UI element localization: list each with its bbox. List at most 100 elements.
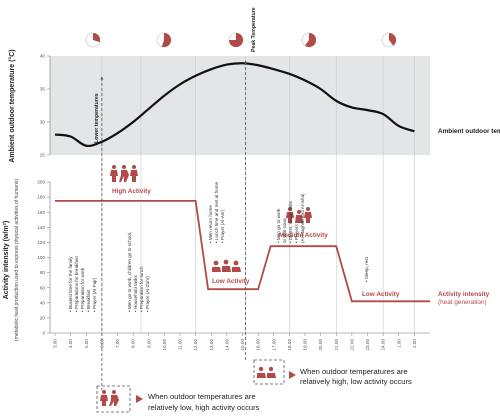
temperature-band: [50, 56, 430, 155]
activity-list-night: • Sleep, rest: [364, 256, 369, 282]
note-high-line1: When outdoor temperatures are: [300, 367, 408, 376]
note-high-line2: relatively high, low activity occurs: [300, 377, 412, 386]
temperature-y-axis: 25 30 35 40: [40, 54, 51, 158]
x-tick-label-8: 11.00: [178, 339, 183, 351]
activity-item: • Prayer (Al-Asr): [220, 209, 225, 243]
temp-tick-label-35: 35: [40, 87, 46, 92]
people-icon-low-afternoon: [212, 259, 241, 272]
activity-item: • Preparation for work: [80, 267, 85, 312]
activity-item: • Prayers: [294, 224, 299, 243]
activity-item: • Preparations for breakfast: [74, 256, 79, 312]
people-icon-high: [110, 165, 138, 182]
activity-list-morning: • Busiest time for the family • Preparati…: [68, 256, 97, 312]
x-tick-label-1: 4.00: [68, 339, 73, 348]
x-tick-label-6: 9.00: [146, 339, 151, 348]
level-label-medium: Medium Activity: [279, 232, 328, 239]
temperature-line: [54, 62, 415, 148]
people-icon-medium: [286, 207, 312, 223]
x-tick-label-22: 1.00: [396, 339, 401, 348]
note-low-temperature: When outdoor temperatures are relatively…: [96, 385, 260, 413]
sun-fill-wedge: [93, 33, 100, 43]
temp-tick-label-30: 30: [40, 120, 46, 125]
x-tick-label-2: 5.00: [84, 339, 89, 348]
activity-series-sublabel: (heat generation): [438, 299, 487, 306]
activity-axis-subtitle: (metabolic heat production used to expre…: [14, 179, 20, 341]
level-label-low-afternoon: Low Activity: [212, 278, 250, 285]
level-label-low-night: Low Activity: [362, 291, 400, 298]
activity-tick-label-0: 0: [42, 331, 45, 336]
activity-series-label: Activity intensity: [438, 291, 490, 298]
note-high-temperature: When outdoor temperatures are relatively…: [253, 359, 412, 386]
people-icon-note-high: [257, 366, 276, 378]
x-tick-label-4: 7.00: [115, 339, 120, 348]
activity-tick-label-20: 20: [40, 316, 46, 321]
level-label-high: High Activity: [112, 188, 151, 195]
x-tick-label-5: 8.00: [131, 339, 136, 348]
activity-list-afternoon: • Men return home • Lunch time and rest a…: [208, 181, 225, 243]
activity-tick-label-160: 160: [37, 210, 45, 215]
activity-item: • Lunch time and rest at home: [214, 181, 219, 243]
activity-tick-label-40: 40: [40, 300, 46, 305]
activity-item: • Household tasks: [133, 274, 138, 312]
activity-item: • Prayer (Al-Zuhr): [145, 276, 150, 312]
x-tick-label-16: 19.00: [303, 339, 308, 351]
activity-item: or visit souq: [282, 218, 287, 243]
activity-item: • Men go to work: [276, 208, 281, 243]
people-icon-note-low: [100, 390, 119, 406]
activity-tick-label-200: 200: [37, 180, 45, 185]
x-tick-label-20: 23.00: [365, 339, 370, 351]
x-tick-label-10: 13.00: [209, 339, 214, 351]
activity-line: [55, 199, 430, 303]
activity-tick-label-180: 180: [37, 195, 45, 200]
activity-item: • Breakfast: [86, 289, 91, 312]
sun-position-icons: [85, 32, 397, 48]
temp-tick-label-25: 25: [40, 153, 46, 158]
activity-tick-label-140: 140: [37, 225, 45, 230]
activity-item: • Dinner, social visits: [288, 200, 293, 243]
activity-y-axis: 0 20 40 60 80 100 120 140 160 180 200: [37, 180, 51, 336]
x-tick-label-23: 2.00: [412, 339, 417, 348]
sun-fill-wedge: [304, 33, 316, 48]
note-arrow-low: [136, 395, 143, 403]
activity-axis-title: Activity intensity (w/m²): [3, 221, 10, 300]
lower-temperatures-label: Lower temperatures: [94, 93, 100, 143]
x-tick-label-17: 20.00: [318, 339, 323, 351]
activity-list-day: • Men go to work, children go to school,…: [127, 232, 150, 312]
x-tick-label-21: 24.00: [381, 339, 386, 351]
activity-item: • Preparation for lunch: [139, 266, 144, 312]
x-tick-label-18: 21.00: [334, 339, 339, 351]
note-low-line2: relatively low, high activity occurs: [148, 403, 260, 412]
x-tick-label-14: 17.00: [271, 339, 276, 351]
activity-item: • Busiest time for the family: [68, 256, 73, 312]
time-x-axis: 3.004.005.006.007.008.009.0010.0011.0012…: [50, 332, 430, 351]
x-tick-label-15: 18.00: [287, 339, 292, 351]
x-tick-label-0: 3.00: [53, 339, 58, 348]
x-tick-label-19: 22.00: [349, 339, 354, 351]
activity-item: • Men return home: [208, 205, 213, 243]
activity-item: • Prayer (Al-Fajr): [92, 277, 97, 312]
peak-temperature-label: Peak Temperature: [251, 7, 257, 52]
activity-item: • Men go to work, children go to school,: [127, 232, 132, 312]
dashed-guides: [100, 60, 248, 390]
temperature-series-label: Ambient outdoor temperature (°C): [438, 127, 500, 135]
note-low-line1: When outdoor temperatures are: [148, 392, 256, 401]
note-arrow-high: [289, 371, 296, 379]
activity-tick-label-100: 100: [37, 255, 45, 260]
activity-tick-label-80: 80: [40, 270, 46, 275]
x-tick-label-9: 12.00: [193, 339, 198, 351]
x-tick-label-13: 16.00: [256, 339, 261, 351]
activity-item: • Sleep, rest: [364, 256, 369, 282]
x-tick-label-7: 10.00: [162, 339, 167, 351]
sun-fill-wedge: [389, 32, 397, 46]
activity-tick-label-60: 60: [40, 285, 46, 290]
temperature-axis-title: Ambient outdoor temperature (°C): [8, 49, 16, 162]
activity-item: (Al-Maghrib and Al-Isha): [300, 193, 305, 243]
temp-tick-label-40: 40: [40, 54, 46, 59]
x-tick-label-11: 14.00: [224, 339, 229, 351]
note-box-high: [253, 359, 285, 385]
note-box-low: [96, 385, 131, 413]
sun-fill-wedge: [229, 33, 243, 47]
x-tick-label-12: 15.00: [240, 339, 245, 351]
activity-list-evening: • Men go to work or visit souq • Dinner, …: [276, 193, 305, 243]
